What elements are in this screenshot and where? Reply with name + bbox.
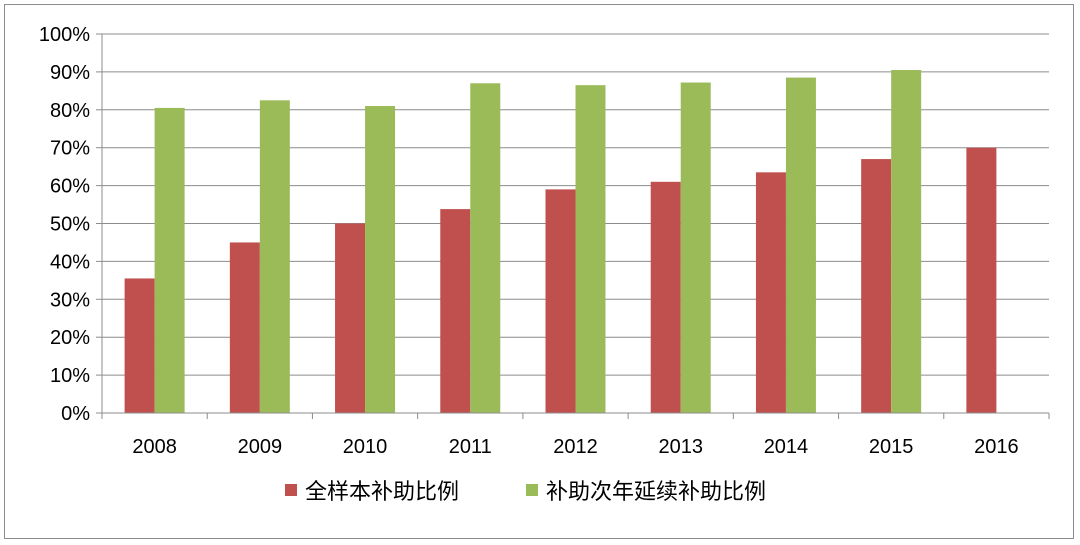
y-tick-label: 90%	[50, 62, 90, 84]
bar-next-year-2009	[259, 100, 290, 413]
y-tick-label: 0%	[61, 403, 90, 425]
x-tick-label: 2013	[658, 436, 703, 458]
chart-frame: 0% 10% 20% 30% 40% 50% 60% 70% 80% 90% 100% 2008 20…	[4, 4, 1074, 539]
bar-full-sample-2008	[124, 278, 155, 413]
bar-next-year-2015	[891, 70, 922, 413]
legend-swatch	[285, 484, 297, 496]
x-tick-label: 2016	[974, 436, 1019, 458]
y-tick-label: 100%	[39, 24, 90, 46]
bar-next-year-2008	[154, 107, 185, 413]
legend-label: 全样本补助比例	[305, 479, 459, 504]
bar-full-sample-2014	[755, 172, 786, 413]
legend-label: 补助次年延续补助比例	[546, 479, 766, 504]
y-tick-label: 40%	[50, 251, 90, 273]
y-axis-ticks: 0% 10% 20% 30% 40% 50% 60% 70% 80% 90% 100%	[39, 24, 90, 425]
y-tick-label: 50%	[50, 214, 90, 236]
bar-next-year-2010	[365, 106, 396, 413]
bar-full-sample-2015	[861, 159, 892, 413]
y-tick-label: 60%	[50, 176, 90, 198]
x-tick-label: 2008	[132, 436, 177, 458]
y-tick-label: 80%	[50, 100, 90, 122]
bar-full-sample-2009	[229, 242, 260, 413]
x-tick-label: 2009	[238, 436, 283, 458]
y-tick-label: 20%	[50, 327, 90, 349]
bar-full-sample-2016	[966, 147, 997, 413]
y-tick-label: 70%	[50, 138, 90, 160]
x-tick-label: 2010	[343, 436, 388, 458]
bar-full-sample-2010	[335, 223, 366, 413]
bar-next-year-2011	[470, 83, 501, 414]
bar-next-year-2013	[680, 82, 711, 414]
y-tick-label: 30%	[50, 289, 90, 311]
x-tick-label: 2011	[449, 436, 492, 458]
x-tick-label: 2012	[553, 436, 598, 458]
bars	[124, 70, 997, 414]
x-axis-ticks: 2008 2009 2010 2011 2012 2013 2014 2015 2016	[101, 413, 1050, 458]
bar-next-year-2014	[785, 77, 816, 414]
y-tick-label: 10%	[50, 365, 90, 387]
bar-next-year-2012	[575, 85, 606, 413]
bar-full-sample-2012	[545, 189, 576, 413]
bar-chart: 0%10%20%30%40%50%60%70%80%90%100% 2008 20…	[39, 24, 1050, 504]
x-tick-label: 2014	[764, 436, 809, 458]
legend-swatch	[526, 484, 538, 496]
bar-full-sample-2013	[650, 181, 681, 413]
x-tick-label: 2015	[869, 436, 914, 458]
bar-full-sample-2011	[440, 209, 471, 413]
legend: 全样本补助比例 补助次年延续补助比例	[285, 479, 766, 504]
